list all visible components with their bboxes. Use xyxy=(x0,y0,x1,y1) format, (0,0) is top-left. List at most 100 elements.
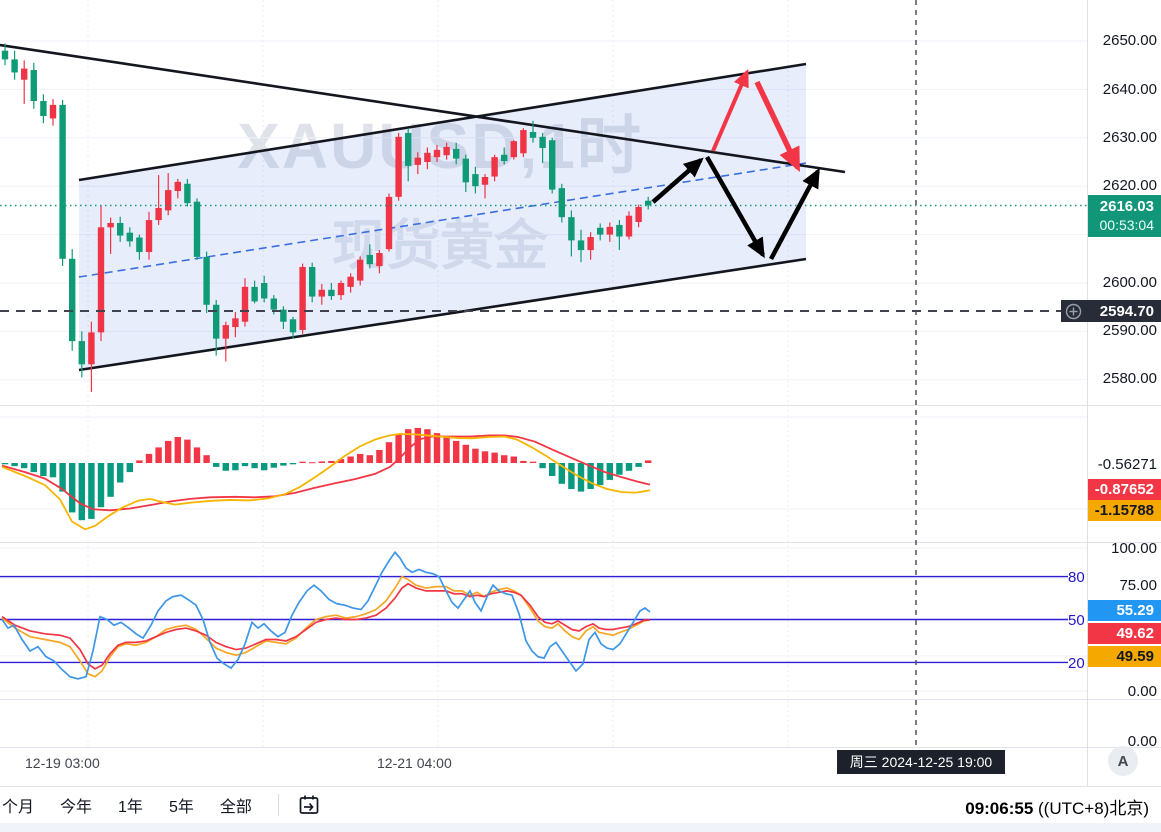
range-button-3[interactable]: 1年 xyxy=(118,798,143,816)
macd-hist-bar xyxy=(40,463,47,476)
macd-hist-bar xyxy=(539,463,546,469)
candle-body xyxy=(328,289,335,297)
macd-hist-bar xyxy=(126,463,133,473)
macd-hist-bar xyxy=(395,434,402,463)
macd-hist-bar xyxy=(472,448,479,463)
auto-scale-button[interactable]: A xyxy=(1108,746,1138,776)
candle-body xyxy=(366,254,373,265)
macd-hist-bar xyxy=(616,463,623,475)
annotation-arrow-black xyxy=(705,155,765,259)
candle-body xyxy=(558,188,565,218)
macd-hist-bar xyxy=(625,463,633,471)
macd-hist-bar xyxy=(529,461,537,463)
macd-hist-bar xyxy=(289,463,297,465)
macd-hist-bar xyxy=(193,447,201,463)
macd-hist-bar xyxy=(280,463,287,466)
stoch-red-line xyxy=(1,582,651,670)
macd-hist-bar xyxy=(337,459,345,463)
candle-body xyxy=(193,201,201,257)
macd-hist-bar xyxy=(510,456,517,463)
macd-hist-bar xyxy=(587,463,594,489)
macd-line xyxy=(1,434,651,512)
macd-hist-bar xyxy=(481,451,489,463)
bottom-toolbar: 个月 今年 1年 5年 全部 xyxy=(0,786,1161,822)
candle-body xyxy=(88,332,95,365)
macd-hist-bar xyxy=(299,461,306,463)
candle-body xyxy=(645,200,652,206)
candle-body xyxy=(299,267,306,330)
macd-hist-bar xyxy=(270,463,277,468)
macd-signal-line xyxy=(1,432,651,531)
range-button-2[interactable]: 今年 xyxy=(60,798,93,816)
macd-hist-bar xyxy=(385,442,393,463)
macd-hist-bar xyxy=(520,460,527,463)
candle-body xyxy=(49,104,57,119)
candle-body xyxy=(174,181,181,192)
macd-hist-bar xyxy=(347,456,354,463)
macd-hist-bar xyxy=(424,429,431,463)
macd-hist-bar xyxy=(155,447,162,463)
candle-body xyxy=(184,183,191,204)
candle-body xyxy=(577,240,585,251)
candle-body xyxy=(59,104,66,259)
macd-hist-bar xyxy=(165,440,172,463)
macd-hist-bar xyxy=(635,463,642,467)
candle-body xyxy=(117,222,124,236)
candle-body xyxy=(309,267,316,297)
macd-hist-bar xyxy=(549,463,556,476)
macd-hist-bar xyxy=(78,463,85,521)
stoch-blue-line xyxy=(1,550,651,680)
range-button-1[interactable]: 个月 xyxy=(2,798,35,816)
candle-body xyxy=(337,283,345,296)
candle-body xyxy=(443,146,450,156)
macd-hist-bar xyxy=(568,463,575,489)
trend-channel-fill xyxy=(79,64,806,370)
candle-body xyxy=(539,136,546,148)
candle-body xyxy=(587,237,594,251)
annotation-arrow-red xyxy=(711,69,749,152)
candle-body xyxy=(289,319,297,333)
macd-hist-bar xyxy=(30,463,37,473)
macd-hist-bar xyxy=(11,463,18,467)
candle-body xyxy=(501,154,508,162)
candle-body xyxy=(510,141,517,158)
go-to-date-icon[interactable] xyxy=(297,793,321,817)
candle-body xyxy=(21,68,28,80)
macd-hist-bar xyxy=(414,427,421,463)
candle-body xyxy=(529,131,537,138)
macd-hist-bar xyxy=(405,429,412,463)
annotation-arrow-red xyxy=(754,80,801,172)
candle-body xyxy=(213,304,220,339)
macd-hist-bar xyxy=(357,453,364,463)
macd-hist-bar xyxy=(241,463,249,467)
macd-hist-bar xyxy=(328,460,335,463)
macd-hist-bar xyxy=(174,437,181,463)
candle-body xyxy=(280,309,287,322)
candle-body xyxy=(40,101,47,117)
macd-hist-bar xyxy=(59,463,66,492)
macd-hist-bar xyxy=(376,450,383,463)
candle-body xyxy=(107,222,114,228)
macd-hist-bar xyxy=(597,463,604,486)
macd-hist-bar xyxy=(107,463,114,497)
macd-hist-bar xyxy=(261,463,268,471)
chart-canvas[interactable] xyxy=(0,0,1161,786)
candle-body xyxy=(606,226,613,235)
candle-body xyxy=(424,152,431,162)
candle-body xyxy=(97,227,105,333)
macd-hist-bar xyxy=(97,463,105,508)
candle-body xyxy=(357,259,364,281)
candle-body xyxy=(597,227,604,235)
bottom-strip xyxy=(0,823,1161,832)
candle-body xyxy=(270,298,277,310)
candle-body xyxy=(261,283,268,299)
macd-hist-bar xyxy=(251,463,258,469)
range-button-4[interactable]: 5年 xyxy=(168,798,194,816)
candle-body xyxy=(251,286,258,302)
candle-body xyxy=(462,158,469,183)
channel-lower-line xyxy=(78,257,807,372)
range-button-5[interactable]: 全部 xyxy=(219,798,252,816)
macd-hist-bar xyxy=(145,453,153,463)
candle-body xyxy=(376,252,383,267)
